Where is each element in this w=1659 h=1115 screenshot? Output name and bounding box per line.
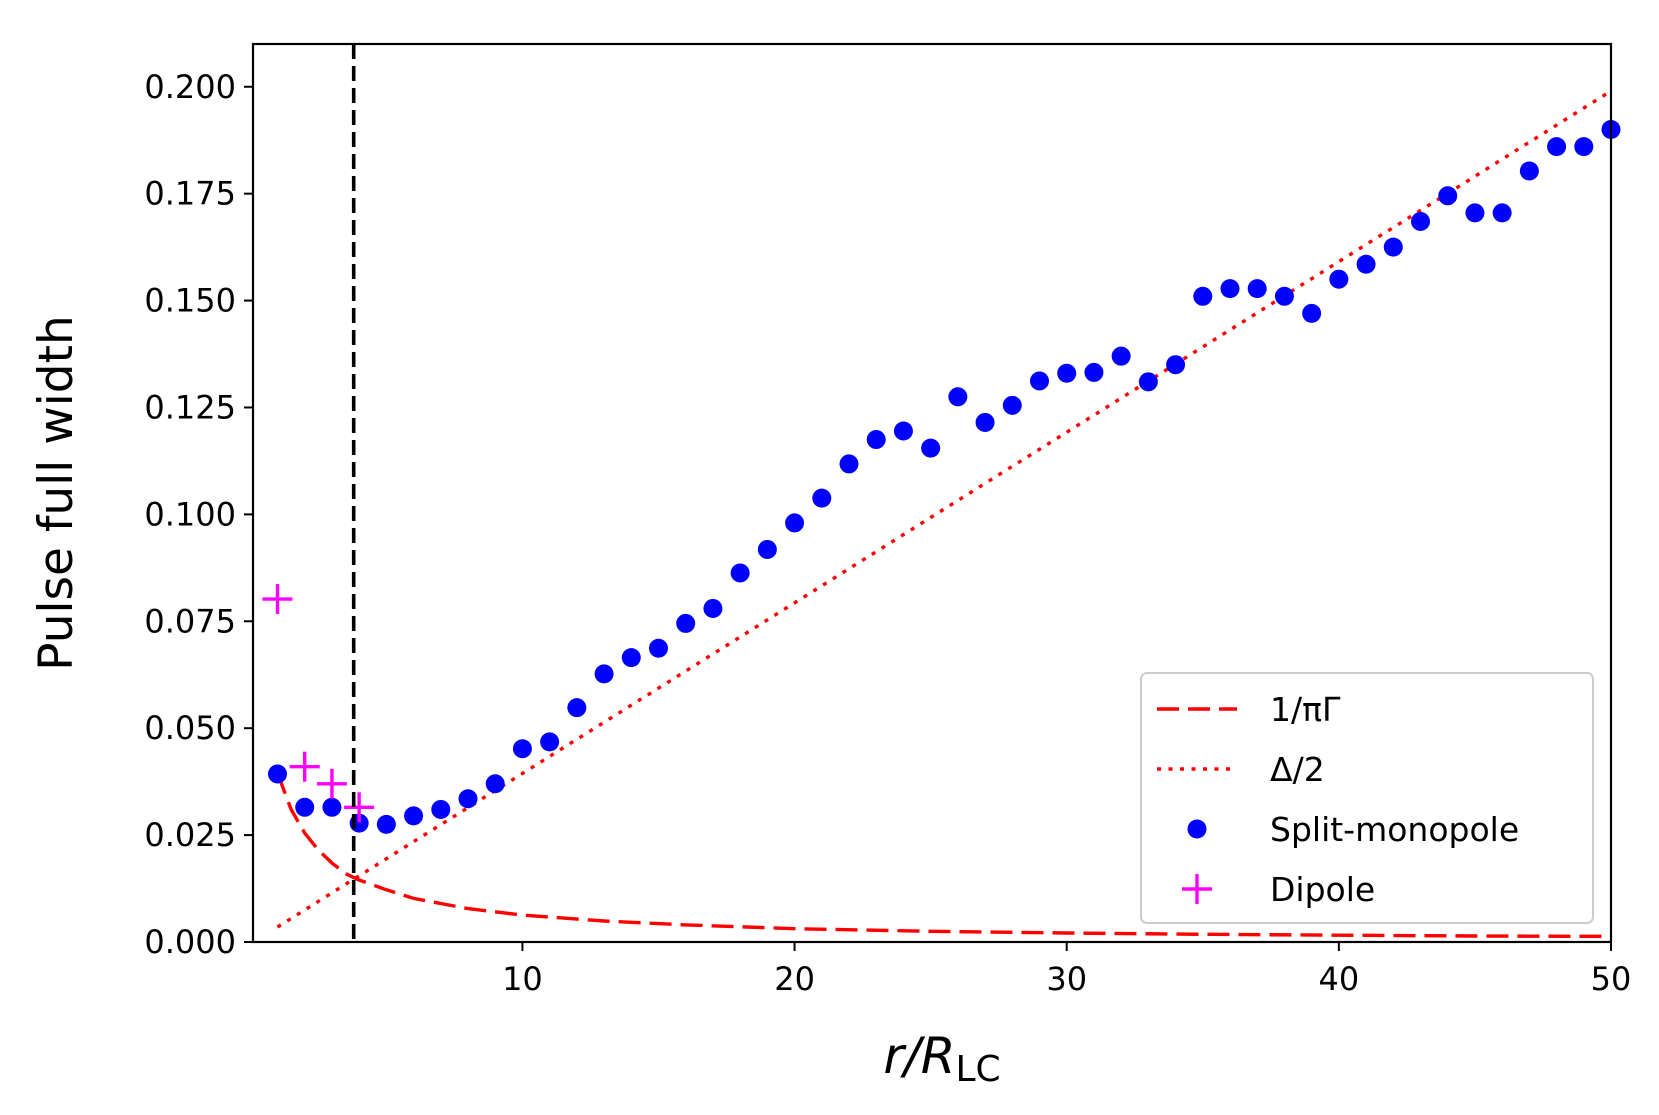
split-monopole-point (866, 430, 886, 450)
split-monopole-point (485, 774, 505, 794)
split-monopole-point (785, 513, 805, 533)
y-tick-label: 0.125 (144, 388, 236, 426)
x-tick-label: 10 (502, 960, 543, 998)
split-monopole-point (376, 814, 396, 834)
split-monopole-point (431, 799, 451, 819)
x-axis-title-main: r/R (883, 1027, 955, 1085)
x-tick-label: 40 (1318, 960, 1359, 998)
points-layer (262, 120, 1621, 834)
y-tick-label: 0.200 (144, 68, 236, 106)
y-tick-label: 0.175 (144, 175, 236, 213)
y-ticks: 0.000 0.025 0.050 0.075 0.100 0.125 0.150 0.175… (144, 68, 253, 961)
split-monopole-point (757, 539, 777, 559)
y-tick-label: 0.150 (144, 282, 236, 320)
split-monopole-point (1274, 286, 1294, 306)
split-monopole-point (975, 412, 995, 432)
dipole-point (344, 792, 375, 823)
split-monopole-point (1465, 203, 1485, 223)
split-monopole-point (621, 648, 641, 668)
split-monopole-point (1111, 346, 1131, 366)
split-monopole-point (567, 698, 587, 718)
y-axis-title: Pulse full width (29, 315, 84, 671)
legend-label: Dipole (1270, 870, 1375, 909)
plot-frame (251, 42, 1613, 944)
split-monopole-point (1166, 355, 1186, 375)
split-monopole-point (295, 797, 315, 817)
legend-item: Δ/2 (1157, 750, 1325, 789)
split-monopole-point (648, 638, 668, 658)
split-monopole-point (812, 488, 832, 508)
split-monopole-point (267, 764, 287, 784)
y-tick-label: 0.100 (144, 495, 236, 533)
split-monopole-point (1220, 279, 1240, 299)
split-monopole-point (404, 806, 424, 826)
split-monopole-point (458, 789, 478, 809)
split-monopole-point (948, 387, 968, 407)
split-monopole-point (512, 739, 532, 759)
dipole-point (316, 768, 347, 799)
split-monopole-point (1247, 279, 1267, 299)
y-tick-label: 0.000 (144, 923, 236, 961)
split-monopole-point (1084, 362, 1104, 382)
x-tick-label: 30 (1046, 960, 1087, 998)
legend-label: Split-monopole (1270, 810, 1519, 849)
split-monopole-point (594, 664, 614, 684)
split-monopole-point (1438, 186, 1458, 206)
x-tick-label: 50 (1591, 960, 1632, 998)
split-monopole-point (1410, 211, 1430, 231)
y-tick-label: 0.050 (144, 709, 236, 747)
dipole-point (262, 584, 293, 615)
split-monopole-point (1302, 303, 1322, 323)
legend-swatch (1182, 874, 1212, 904)
legend-items: 1/πΓ Δ/2 Split-monopole Dipole (1157, 690, 1519, 909)
split-monopole-point (730, 563, 750, 583)
x-axis-title-subscript: LC (955, 1049, 1000, 1090)
legend-item: 1/πΓ (1157, 690, 1341, 729)
split-monopole-point (1057, 363, 1077, 383)
legend-item: Dipole (1182, 870, 1375, 909)
split-monopole-point (839, 454, 859, 474)
split-monopole-point (1138, 372, 1158, 392)
split-monopole-point (1492, 203, 1512, 223)
legend-label: 1/πΓ (1270, 690, 1341, 729)
legend-swatch (1187, 819, 1207, 839)
split-monopole-point (921, 438, 941, 458)
split-monopole-point (1029, 371, 1049, 391)
split-monopole-point (540, 732, 560, 752)
y-tick-label: 0.075 (144, 602, 236, 640)
y-tick-label: 0.025 (144, 816, 236, 854)
split-monopole-point (1193, 286, 1213, 306)
x-ticks: 10 20 30 40 50 (502, 942, 1631, 998)
split-monopole-point (1519, 161, 1539, 181)
split-monopole-point (1383, 237, 1403, 257)
split-monopole-point (1574, 137, 1594, 157)
legend-box (1140, 672, 1594, 924)
split-monopole-point (1002, 395, 1022, 415)
series-line-delta-half (276, 89, 1611, 929)
split-monopole-point (1356, 254, 1376, 274)
legend-label: Δ/2 (1270, 750, 1325, 789)
dipole-point (289, 751, 320, 782)
curves-layer (275, 89, 1611, 939)
x-axis-title: r/RLC (883, 1027, 1000, 1090)
split-monopole-point (1329, 269, 1349, 289)
split-monopole-point (322, 797, 342, 817)
series-line-inverse-pi-gamma (275, 772, 1611, 939)
split-monopole-point (1547, 137, 1567, 157)
split-monopole-point (893, 421, 913, 441)
split-monopole-point (703, 598, 723, 618)
split-monopole-point (676, 613, 696, 633)
legend-item: Split-monopole (1187, 810, 1519, 849)
x-tick-label: 20 (774, 960, 815, 998)
legend: 1/πΓ Δ/2 Split-monopole Dipole (1140, 672, 1594, 924)
